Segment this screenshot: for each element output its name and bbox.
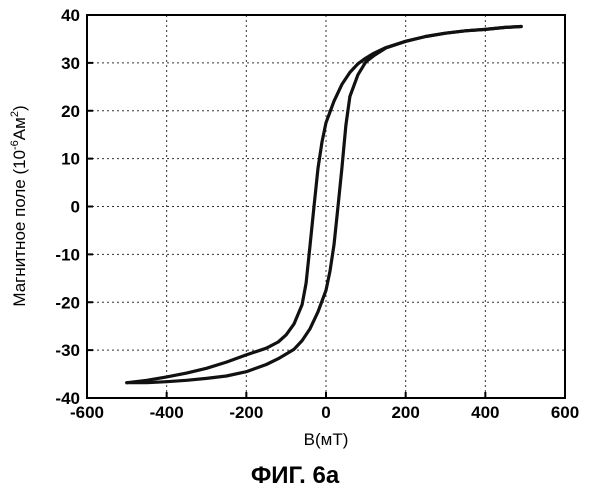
x-tick-label: 400	[471, 403, 499, 422]
y-tick-label: -40	[55, 389, 80, 408]
y-tick-label: 40	[61, 6, 80, 25]
y-axis-label-unit: Ам	[10, 117, 29, 140]
x-tick-label: 600	[551, 403, 579, 422]
x-tick-label: 0	[321, 403, 330, 422]
x-axis-label: B(мТ)	[304, 430, 349, 449]
grid-lines	[87, 15, 565, 398]
y-tick-label: 0	[71, 198, 80, 217]
y-tick-labels: -40 -30 -20 -10 0 10 20 30 40	[55, 6, 80, 408]
y-axis-label-exp1: -6	[9, 140, 21, 150]
series-line-descending	[127, 27, 521, 383]
y-tick-label: 20	[61, 102, 80, 121]
y-tick-label: -30	[55, 341, 80, 360]
series-line-ascending	[127, 27, 521, 383]
y-tick-label: 30	[61, 54, 80, 73]
y-axis-label-prefix: Магнитное поле (10	[10, 150, 29, 307]
y-tick-label: -10	[55, 245, 80, 264]
y-tick-label: -20	[55, 293, 80, 312]
y-axis-label-suffix: )	[10, 105, 29, 111]
figure-caption: ФИГ. 6а	[0, 462, 590, 490]
x-tick-label: -400	[150, 403, 184, 422]
series-group	[127, 27, 521, 383]
x-tick-labels: -600-400-2000200400600	[70, 403, 579, 422]
x-tick-label: -200	[229, 403, 263, 422]
hysteresis-chart: -600-400-2000200400600 -40-30-20-1001020…	[0, 0, 590, 460]
y-axis-label: Магнитное поле (10-6Ам2)	[9, 105, 29, 306]
x-tick-label: 200	[391, 403, 419, 422]
y-tick-label: 10	[61, 150, 80, 169]
